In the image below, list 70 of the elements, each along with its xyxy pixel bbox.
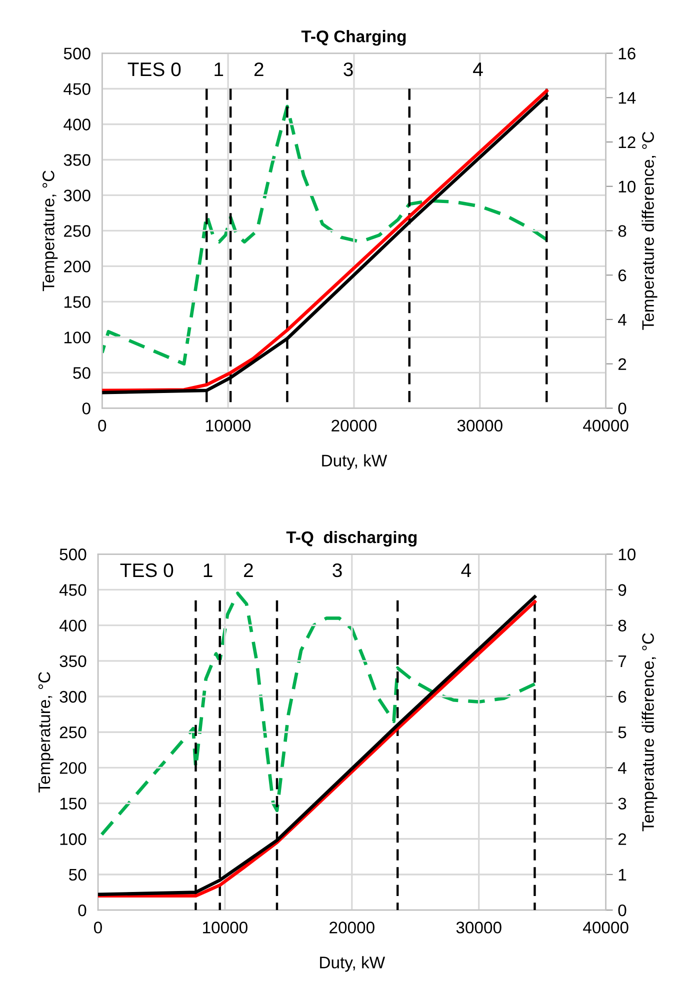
annotation: 3 — [332, 563, 342, 578]
y2-tick-label: 8 — [618, 225, 626, 237]
y-tick-label: 150 — [64, 296, 90, 308]
y-axis-title: Temperature, °C — [38, 672, 54, 792]
annotation: 4 — [461, 564, 471, 577]
y-tick-label: 50 — [73, 367, 90, 379]
y-tick-label: 250 — [64, 225, 90, 237]
y2-tick-label: 10 — [618, 180, 636, 193]
y2-tick-label: 2 — [618, 833, 626, 845]
y2-tick-label: 4 — [618, 314, 626, 326]
y-tick-label: 300 — [60, 690, 86, 703]
y2-tick-label: 1 — [618, 869, 626, 881]
chart-title: T-Q Charging — [301, 30, 406, 46]
y-tick-label: 200 — [64, 260, 90, 272]
y-tick-label: 250 — [60, 726, 86, 738]
y-tick-label: 150 — [60, 798, 86, 810]
annotation: 2 — [244, 563, 253, 577]
y2-tick-label: 7 — [618, 655, 626, 667]
y2-tick-label: 16 — [618, 48, 636, 60]
y-axis-title: Temperature, °C — [42, 170, 58, 292]
y2-tick-label: 6 — [618, 269, 626, 282]
annotation: 1 — [214, 62, 224, 76]
y-tick-label: 200 — [60, 762, 86, 774]
y2-tick-label: 5 — [618, 726, 626, 738]
annotation: 4 — [473, 62, 483, 76]
y2-tick-label: 14 — [618, 92, 636, 104]
x-tick-label: 30000 — [457, 420, 502, 432]
y-tick-label: 350 — [60, 655, 86, 668]
x-tick-label: 40000 — [583, 420, 628, 432]
annotation: 1 — [204, 564, 212, 577]
y2-tick-label: 6 — [618, 690, 626, 703]
y2-axis-title: Temperature difference, °C — [642, 132, 658, 330]
y-tick-label: 100 — [60, 833, 86, 846]
y2-tick-label: 4 — [618, 762, 626, 774]
x-tick-label: 10000 — [206, 420, 251, 432]
x-tick-label: 20000 — [330, 922, 374, 934]
y-tick-label: 100 — [64, 332, 90, 344]
annotation: 3 — [344, 62, 353, 76]
y-tick-label: 400 — [64, 118, 90, 130]
y2-tick-label: 12 — [618, 136, 636, 148]
x-axis-title: Duty, kW — [322, 454, 388, 470]
x-tick-label: 40000 — [583, 922, 628, 934]
y2-tick-label: 0 — [618, 402, 626, 414]
y2-axis-title: Temperature difference, °C — [642, 633, 658, 832]
y-tick-label: 450 — [59, 584, 86, 596]
x-axis-title: Duty, kW — [320, 956, 386, 972]
x-tick-label: 0 — [94, 922, 102, 934]
x-tick-label: 0 — [98, 420, 106, 432]
x-tick-label: 20000 — [332, 420, 376, 432]
y-tick-label: 0 — [82, 402, 90, 414]
y-tick-label: 400 — [59, 620, 86, 632]
y-tick-label: 350 — [64, 154, 90, 166]
y-tick-label: 500 — [60, 548, 86, 560]
y2-tick-label: 0 — [618, 904, 626, 916]
y2-tick-label: 2 — [618, 358, 626, 370]
y-tick-label: 0 — [78, 904, 86, 916]
y-tick-label: 500 — [64, 48, 90, 60]
y2-tick-label: 8 — [618, 620, 626, 632]
y2-tick-label: 10 — [618, 548, 636, 560]
y-tick-label: 300 — [64, 190, 90, 202]
x-tick-label: 30000 — [456, 922, 502, 934]
y-tick-label: 50 — [69, 868, 86, 881]
chart-title: T-Q discharging — [286, 530, 417, 547]
annotation: TES 0 — [128, 62, 181, 76]
annotation: TES 0 — [120, 563, 174, 578]
y2-tick-label: 9 — [618, 584, 626, 596]
x-tick-label: 10000 — [203, 922, 248, 934]
y2-tick-label: 3 — [618, 798, 626, 810]
y-tick-label: 450 — [64, 83, 90, 95]
annotation: 2 — [254, 62, 264, 76]
